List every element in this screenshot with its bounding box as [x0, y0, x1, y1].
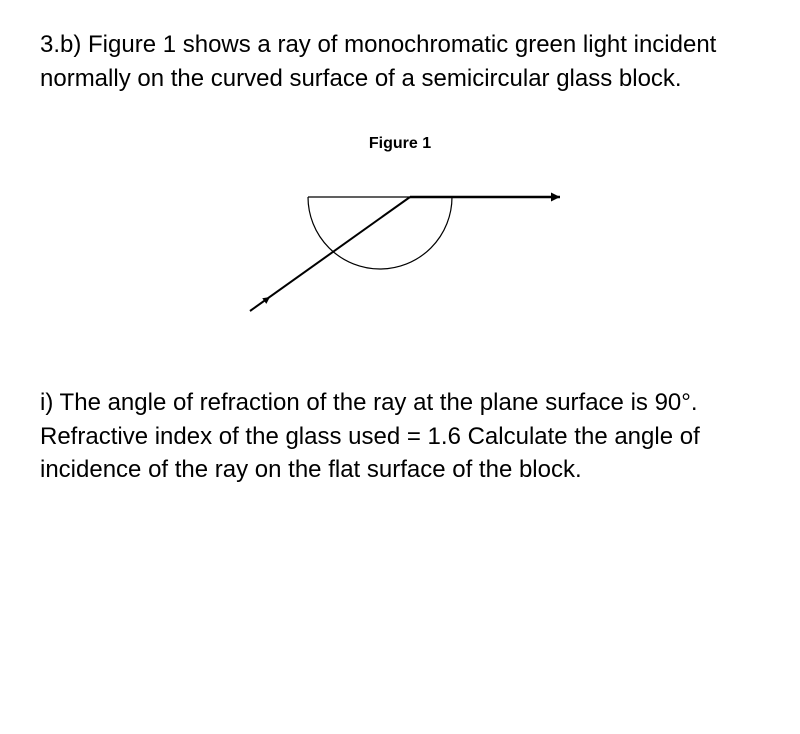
question-part-i: i) The angle of refraction of the ray at…	[40, 386, 760, 487]
arrow-refracted-icon	[551, 193, 560, 202]
incident-ray	[250, 197, 410, 311]
figure-container: Figure 1	[40, 135, 760, 326]
semicircle-block	[308, 197, 452, 269]
figure-label: Figure 1	[40, 135, 760, 153]
question-intro: 3.b) Figure 1 shows a ray of monochromat…	[40, 28, 760, 95]
figure-diagram	[210, 161, 590, 321]
